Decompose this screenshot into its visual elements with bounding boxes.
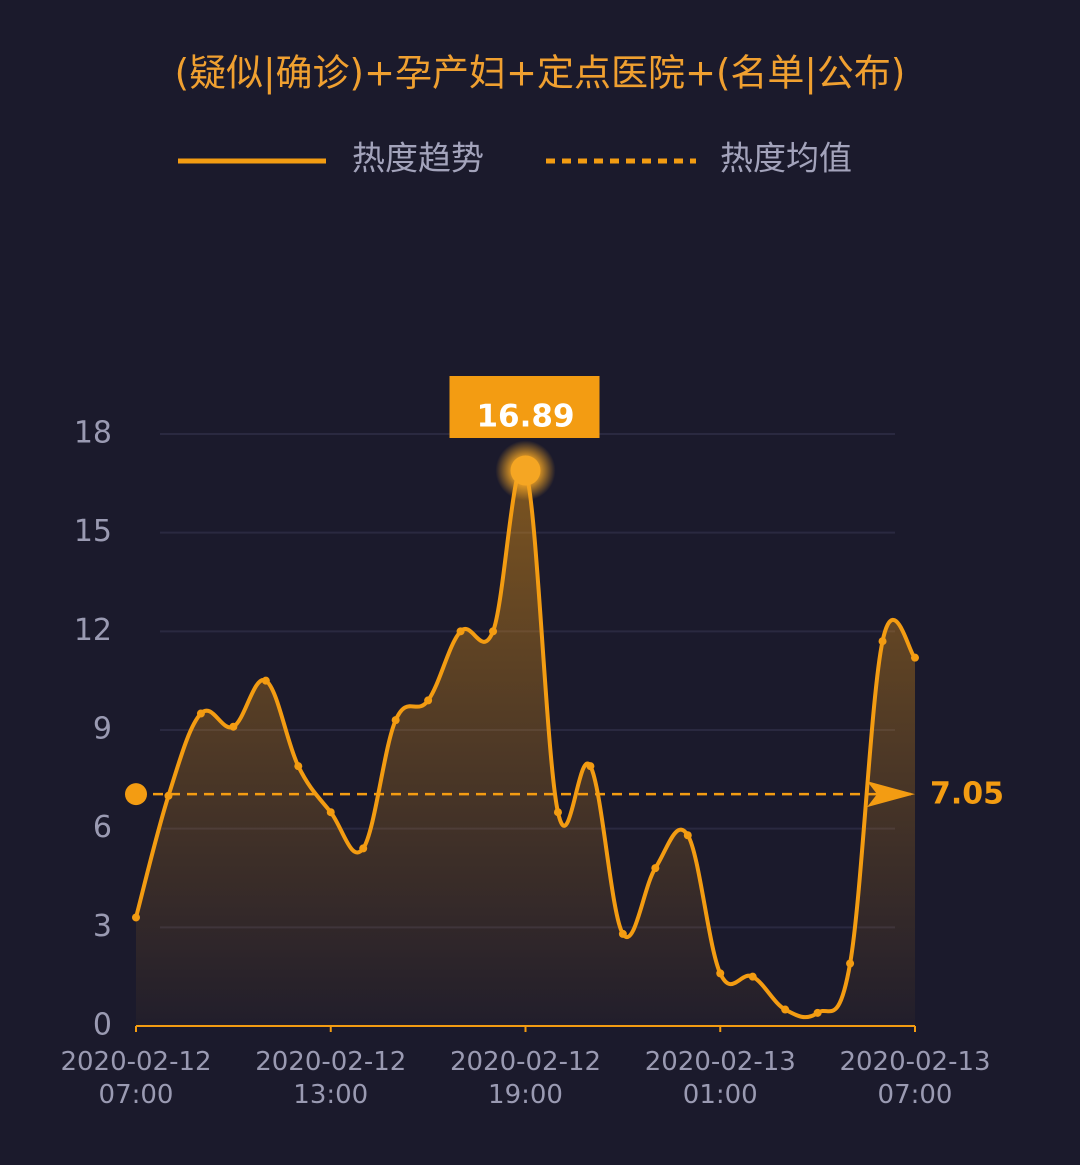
mean-label: 7.05 xyxy=(930,777,1004,812)
point xyxy=(651,864,660,873)
y-tick-label: 18 xyxy=(74,416,112,451)
point xyxy=(846,959,855,968)
point xyxy=(813,1008,822,1017)
point xyxy=(553,808,562,817)
point xyxy=(359,844,368,853)
point xyxy=(326,808,335,817)
chart-title: (疑似|确诊)+孕产妇+定点医院+(名单|公布) xyxy=(175,52,906,95)
max-label-box xyxy=(449,376,600,438)
point xyxy=(781,1005,790,1014)
legend-label: 热度趋势 xyxy=(352,139,484,178)
point xyxy=(294,762,303,771)
area xyxy=(136,466,915,1026)
mean-arrow xyxy=(867,781,915,808)
point xyxy=(391,716,400,725)
point xyxy=(911,653,919,662)
line xyxy=(134,464,917,1020)
point xyxy=(424,696,433,705)
x-tick-label: 2020-02-13 07:00 xyxy=(839,1047,990,1110)
y-tick-label: 15 xyxy=(74,514,112,549)
mean-start xyxy=(125,783,147,806)
x-tick-label: 2020-02-12 19:00 xyxy=(450,1047,601,1110)
max-point xyxy=(510,455,541,486)
y-tick-label: 12 xyxy=(74,613,112,648)
point xyxy=(586,762,595,771)
y-tick-label: 9 xyxy=(93,712,112,747)
point xyxy=(489,627,498,636)
point xyxy=(716,969,725,978)
point xyxy=(748,972,757,981)
point xyxy=(878,637,887,646)
y-tick-label: 0 xyxy=(93,1008,112,1043)
point xyxy=(456,627,465,636)
point xyxy=(229,722,238,731)
y-tick-label: 6 xyxy=(93,810,112,845)
point xyxy=(196,709,205,718)
y-tick-label: 3 xyxy=(93,909,112,944)
point xyxy=(132,913,140,922)
point xyxy=(683,831,692,840)
x-tick-label: 2020-02-13 01:00 xyxy=(645,1047,796,1110)
x-tick-label: 2020-02-12 13:00 xyxy=(255,1047,406,1110)
point xyxy=(261,676,270,685)
x-tick-label: 2020-02-12 07:00 xyxy=(60,1047,211,1110)
max-label: 16.89 xyxy=(476,399,574,435)
point xyxy=(618,929,627,938)
legend-label: 热度均值 xyxy=(720,139,852,178)
